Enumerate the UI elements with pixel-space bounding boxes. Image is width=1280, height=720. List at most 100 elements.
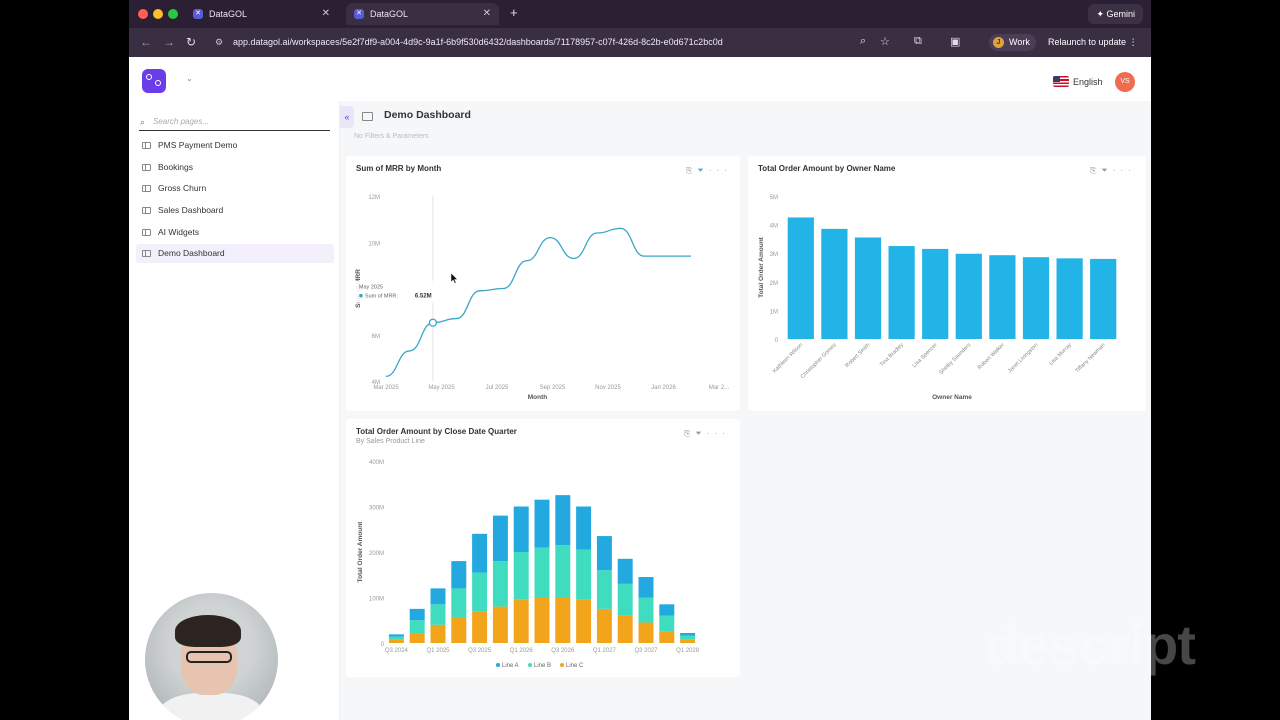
browser-window: ✕ DataGOL ✕ ✕ DataGOL ✕ + ✦ Gemini ← → ↻… — [129, 0, 1151, 720]
forward-arrow-icon[interactable]: → — [163, 35, 175, 49]
stacked-bar-segment — [388, 636, 404, 640]
stacked-bar-segment — [513, 506, 529, 552]
x-tick-label: Q3 2027 — [634, 648, 658, 654]
stacked-bar-segment — [472, 533, 488, 573]
search-icon: ⌕ — [140, 117, 146, 127]
gemini-button[interactable]: ✦ Gemini — [1088, 4, 1143, 24]
x-tick-label: Q1 2025 — [426, 648, 450, 654]
close-window-icon[interactable] — [138, 9, 148, 19]
y-tick-label: 10M — [368, 241, 380, 247]
profile-avatar: J — [993, 37, 1004, 48]
search-placeholder: Search pages... — [153, 117, 210, 126]
stacked-bar-segment — [451, 617, 467, 643]
bar — [1022, 257, 1050, 339]
export-icon[interactable]: ⎘ — [686, 166, 698, 175]
dashboard-icon — [362, 112, 373, 121]
bookmark-star-icon[interactable]: ☆ — [880, 36, 890, 48]
legend-label: Line B — [534, 663, 551, 669]
x-tick-label: Q1 2026 — [510, 648, 534, 654]
sidebar-item-gross-churn[interactable]: Gross Churn — [136, 179, 334, 198]
sidebar-item-pms-payment-demo[interactable]: PMS Payment Demo — [136, 136, 334, 155]
sidebar-item-label: AI Widgets — [158, 227, 200, 237]
legend-swatch — [560, 663, 564, 667]
x-tick-label: Tina Bradley — [879, 342, 905, 368]
site-info-icon[interactable]: ⚙ — [215, 37, 224, 47]
user-avatar[interactable]: VS — [1115, 72, 1135, 92]
stacked-bar-segment — [576, 506, 592, 550]
y-tick-label: 2M — [770, 281, 778, 287]
tooltip-series-dot — [359, 293, 363, 298]
logo-node-icon — [155, 80, 161, 86]
side-panel-icon[interactable]: ▣ — [950, 36, 961, 48]
stacked-bar-segment — [680, 635, 696, 640]
stacked-bar-segment — [409, 633, 425, 643]
url-text: app.datagol.ai/workspaces/5e2f7df9-a004-… — [233, 37, 723, 47]
x-tick-label: Q3 2025 — [468, 648, 492, 654]
more-horiz-icon[interactable]: ··· — [1112, 166, 1136, 175]
stacked-bar-segment — [638, 622, 654, 643]
close-tab-icon[interactable]: ✕ — [482, 8, 491, 19]
sidebar-item-label: Bookings — [158, 162, 193, 172]
stacked-bar-segment — [596, 570, 612, 609]
datagol-logo[interactable] — [142, 69, 166, 93]
filter-icon[interactable]: ⏷ — [697, 166, 709, 175]
stacked-bar-segment — [472, 572, 488, 612]
chart-title: Sum of MRR by Month — [356, 164, 442, 173]
sidebar-item-ai-widgets[interactable]: AI Widgets — [136, 223, 334, 242]
card-toolbar: ⎘⏷··· — [686, 166, 732, 176]
datagol-favicon-icon: ✕ — [193, 9, 203, 19]
relaunch-button[interactable]: Relaunch to update ⋮ — [1048, 34, 1138, 51]
new-tab-button[interactable]: + — [510, 5, 518, 20]
sidebar-item-demo-dashboard[interactable]: Demo Dashboard — [136, 244, 334, 263]
stacked-bar-segment — [534, 597, 550, 643]
address-bar: ← → ↻ ⚙ app.datagol.ai/workspaces/5e2f7d… — [129, 28, 1151, 57]
app: ⌄ English VS ⌕ Search pages... PMS Payme… — [129, 57, 1151, 720]
stacked-bar-segment — [472, 611, 488, 643]
x-tick-label: Q1 2027 — [593, 648, 617, 654]
bar — [989, 255, 1016, 339]
card-toolbar: ⎘⏷··· — [1090, 166, 1136, 176]
language-selector[interactable]: English — [1053, 75, 1103, 89]
sparkle-icon: ✦ — [1096, 9, 1107, 19]
chevron-down-icon[interactable]: ⌄ — [186, 74, 193, 83]
more-horiz-icon[interactable]: ··· — [708, 166, 732, 175]
chart-title: Total Order Amount by Close Date Quarter — [356, 427, 517, 436]
stacked-bar-segment — [680, 632, 696, 636]
sidebar-item-bookings[interactable]: Bookings — [136, 158, 334, 177]
reload-icon[interactable]: ↻ — [186, 35, 197, 49]
export-icon[interactable]: ⎘ — [1090, 166, 1102, 175]
x-tick-label: Mar 2... — [709, 385, 730, 391]
stacked-bar-segment — [659, 615, 675, 632]
mrr-chart-card: Sum of MRR by Month ⎘⏷··· 12M10M8M6M4MMa… — [346, 156, 740, 411]
zoom-icon[interactable]: ⌕ — [860, 35, 867, 47]
maximize-window-icon[interactable] — [168, 9, 178, 19]
page-icon — [142, 207, 151, 214]
sidebar-item-label: Demo Dashboard — [158, 248, 225, 258]
filter-icon[interactable]: ⏷ — [695, 429, 707, 438]
browser-tab[interactable]: ✕ DataGOL ✕ — [185, 3, 338, 25]
search-input[interactable]: ⌕ Search pages... — [139, 113, 330, 131]
minimize-window-icon[interactable] — [153, 9, 163, 19]
y-axis-label: Total Order Amount — [758, 236, 765, 298]
back-arrow-icon[interactable]: ← — [140, 35, 152, 49]
sidebar-item-sales-dashboard[interactable]: Sales Dashboard — [136, 201, 334, 220]
export-icon[interactable]: ⎘ — [684, 429, 696, 438]
extensions-icon[interactable]: ⧉ — [914, 35, 922, 47]
close-tab-icon[interactable]: ✕ — [321, 8, 330, 19]
y-tick-label: 5M — [770, 195, 778, 201]
y-tick-label: 6M — [372, 334, 380, 340]
stacked-bar-chart[interactable]: 400M 300M 200M 100M 0Q3 2024 Q1 2025 Q3 2025 Q1… — [346, 419, 740, 677]
more-horiz-icon[interactable]: ··· — [706, 429, 730, 438]
collapse-sidebar-button[interactable]: « — [340, 106, 354, 128]
stacked-bar-segment — [430, 588, 446, 605]
browser-tab-active[interactable]: ✕ DataGOL ✕ — [346, 3, 499, 25]
filter-icon[interactable]: ⏷ — [1101, 166, 1113, 175]
tab-bar: ✕ DataGOL ✕ ✕ DataGOL ✕ + ✦ Gemini — [129, 0, 1151, 28]
x-tick-label: Lisa Murray — [1048, 342, 1073, 367]
tooltip-label: May 2025 — [359, 285, 383, 291]
stacked-bar-segment — [409, 608, 425, 621]
profile-button[interactable]: J Work — [989, 34, 1036, 51]
url-field[interactable]: ⚙ app.datagol.ai/workspaces/5e2f7df9-a00… — [207, 33, 887, 52]
